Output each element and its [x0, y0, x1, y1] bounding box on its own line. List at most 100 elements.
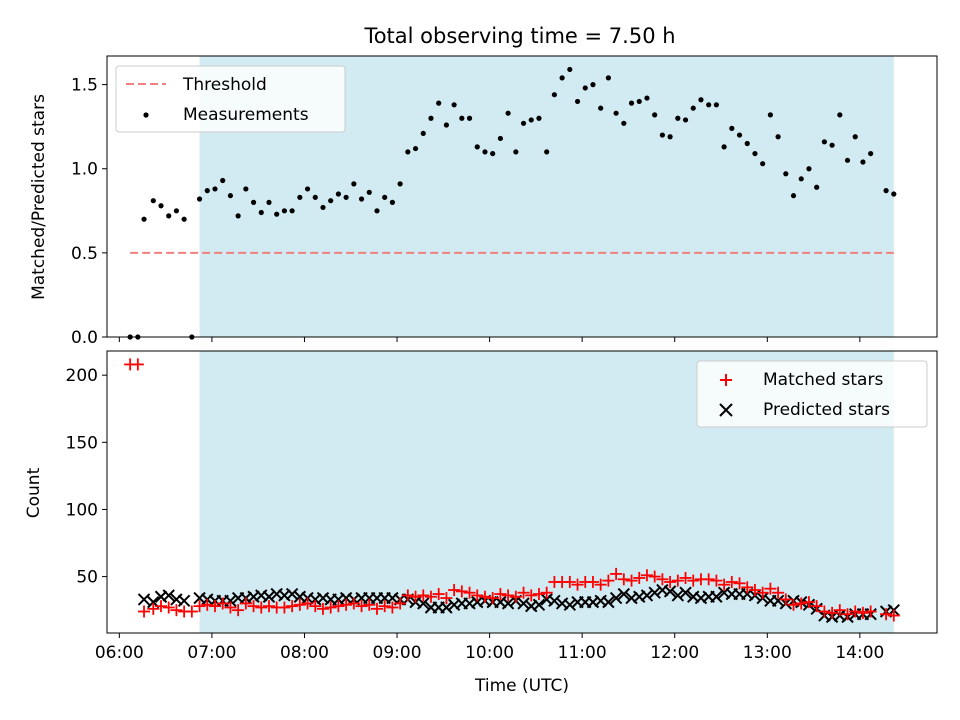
predicted-point — [640, 589, 654, 602]
legend-measurements-label: Measurements — [183, 105, 309, 125]
matched-point — [687, 574, 700, 587]
legend-matched-label: Matched stars — [763, 370, 883, 390]
matched-point — [247, 600, 260, 613]
matched-point — [795, 597, 808, 610]
measurement-point — [520, 120, 527, 126]
matched-point — [725, 575, 738, 588]
matched-stars-layer — [124, 358, 900, 622]
matched-point — [640, 569, 653, 582]
matched-point — [278, 601, 291, 614]
matched-point — [586, 575, 599, 588]
bottom-axes-frame — [106, 350, 938, 634]
matched-point — [340, 598, 353, 611]
matched-point — [448, 584, 461, 597]
measurement-point — [281, 208, 288, 214]
matched-point — [509, 590, 522, 603]
legend-matched-swatch — [720, 374, 732, 386]
measurement-point — [358, 196, 365, 202]
measurement-point — [690, 105, 696, 111]
measurement-point — [829, 142, 835, 148]
measurement-point — [289, 208, 295, 214]
matched-point — [154, 600, 167, 613]
measurement-point — [790, 193, 797, 199]
matched-point — [401, 589, 414, 602]
measurement-point — [659, 132, 665, 138]
measurement-point — [598, 105, 604, 111]
matched-point — [502, 589, 515, 602]
measurement-point — [374, 208, 380, 214]
matched-point — [494, 588, 507, 601]
measurement-point — [567, 66, 573, 73]
top-y-axis: 0.0 0.5 1.0 1.5 — [71, 76, 107, 348]
bottom-x-axis: 06:00 07:00 08:00 09:00 10:00 11:00 12:00 13:00… — [95, 633, 884, 663]
matched-point — [633, 571, 646, 584]
matched-point — [463, 586, 476, 599]
matched-point — [170, 604, 183, 617]
predicted-point — [262, 590, 276, 603]
matched-point — [517, 586, 530, 599]
matched-point — [887, 609, 900, 622]
measurement-point — [466, 115, 473, 121]
matched-point — [718, 578, 731, 591]
predicted-point — [663, 585, 677, 598]
measurement-point — [868, 150, 874, 157]
matched-point — [394, 597, 407, 610]
measurement-point — [173, 208, 180, 214]
matched-point — [147, 602, 160, 615]
top-legend: Threshold Measurements — [115, 65, 346, 133]
matched-point — [679, 571, 692, 584]
matched-point — [818, 605, 831, 618]
measurement-point — [721, 144, 727, 150]
measurement-point — [451, 102, 457, 108]
x-tick-label: 09:00 — [373, 643, 422, 663]
measurement-point — [351, 181, 357, 187]
measurement-point — [821, 139, 827, 145]
measurement-point — [158, 203, 164, 209]
matched-point — [856, 606, 869, 619]
measurement-point — [667, 134, 673, 140]
top-panel: 0.0 0.5 1.0 1.5 Matched/Predicted stars Thr… — [29, 55, 938, 348]
matched-point — [185, 605, 198, 618]
measurement-point — [767, 112, 773, 118]
legend-measurements-swatch — [143, 112, 149, 118]
legend-threshold-label: Threshold — [182, 75, 267, 95]
matched-point — [802, 596, 815, 609]
matched-point — [286, 600, 299, 613]
matched-point — [864, 605, 877, 618]
measurement-point — [628, 100, 635, 106]
measurement-point — [744, 140, 750, 147]
measurement-point — [544, 149, 550, 155]
matched-point — [131, 358, 144, 371]
matched-point — [525, 589, 538, 602]
predicted-point — [417, 597, 430, 610]
measurement-point — [412, 145, 419, 152]
measurement-point — [582, 85, 588, 91]
predicted-point — [771, 594, 785, 607]
top-axes-frame — [106, 55, 938, 338]
matched-point — [602, 574, 615, 587]
predicted-point — [648, 586, 661, 599]
matched-point — [571, 578, 584, 591]
matched-point — [440, 592, 453, 605]
measurement-point — [590, 82, 596, 88]
predicted-point — [710, 590, 723, 603]
matched-point — [301, 597, 314, 610]
x-axis-label: Time (UTC) — [474, 676, 569, 696]
measurement-point — [335, 191, 342, 197]
measurement-point — [706, 102, 712, 108]
predicted-point — [137, 593, 151, 606]
x-tick-label: 10:00 — [465, 643, 514, 663]
measurement-point — [258, 209, 264, 216]
measurement-point — [235, 213, 241, 219]
measurement-point — [644, 95, 650, 101]
predicted-point — [162, 589, 175, 602]
matched-point — [833, 604, 846, 617]
predicted-point — [609, 591, 623, 605]
matched-point — [764, 582, 777, 595]
top-y-axis-label: Matched/Predicted stars — [29, 94, 49, 300]
matched-point — [347, 597, 360, 610]
measurement-point — [220, 177, 226, 184]
measurement-point — [883, 188, 889, 194]
matched-point — [424, 590, 437, 603]
